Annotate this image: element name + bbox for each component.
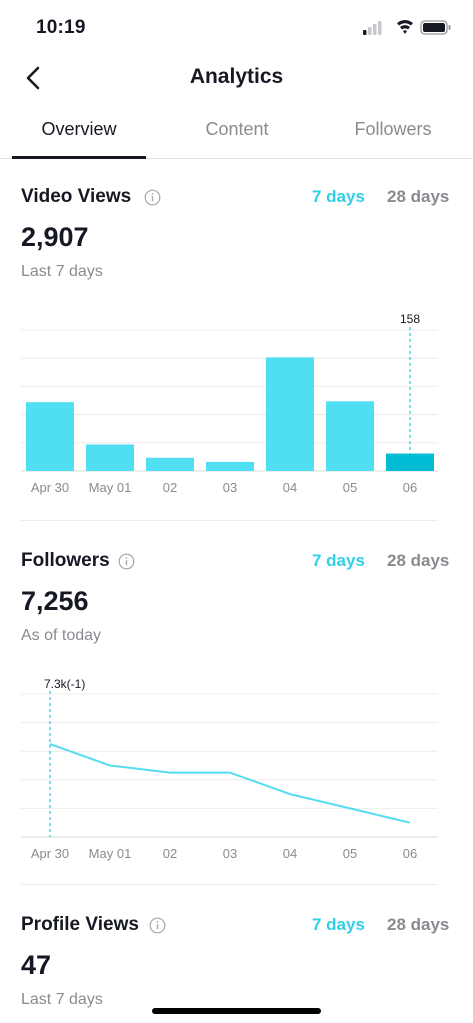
- battery-icon: [420, 20, 451, 35]
- followers-line-chart: Apr 30 May 01 02 03 04 05 06 7.3k(-1): [21, 677, 438, 861]
- video-views-bar-chart: Apr 30 May 01 02 03 04 05 06 158: [21, 312, 438, 495]
- page-title: Analytics: [189, 65, 284, 88]
- status-bar: 10:19: [0, 0, 473, 56]
- bar: [206, 461, 254, 471]
- x-tick-label: 02: [163, 846, 177, 861]
- x-tick-label: 05: [343, 480, 357, 495]
- video-views-title: Video Views: [21, 186, 132, 207]
- range-7-days[interactable]: 7 days: [312, 915, 365, 934]
- home-indicator: [152, 1008, 321, 1014]
- tab-content[interactable]: Content: [205, 119, 269, 139]
- x-tick-label: 02: [163, 480, 177, 495]
- video-views-section: Video Views 7 days 28 days 2,907 Last 7 …: [0, 186, 473, 516]
- x-tick-label: 06: [403, 480, 417, 495]
- info-icon[interactable]: [144, 189, 161, 206]
- signal-icon: [363, 21, 382, 35]
- status-time: 10:19: [36, 17, 86, 38]
- profile-views-section: Profile Views 7 days 28 days 47 Last 7 d…: [0, 914, 473, 1023]
- range-7-days[interactable]: 7 days: [312, 187, 365, 206]
- range-28-days[interactable]: 28 days: [387, 187, 450, 206]
- tooltip-label: 7.3k(-1): [44, 677, 85, 691]
- bar: [266, 357, 314, 471]
- profile-views-total: 47: [21, 950, 52, 980]
- tooltip-label: 158: [400, 312, 420, 326]
- video-views-period: Last 7 days: [21, 263, 103, 280]
- profile-views-period: Last 7 days: [21, 991, 103, 1008]
- followers-section: Followers 7 days 28 days 7,256 As of tod…: [0, 550, 473, 880]
- followers-series-line: [49, 743, 411, 824]
- bar: [26, 402, 74, 471]
- range-28-days[interactable]: 28 days: [387, 551, 450, 570]
- x-tick-label: Apr 30: [31, 846, 69, 861]
- chevron-left-icon: [26, 66, 40, 90]
- profile-views-title: Profile Views: [21, 914, 139, 935]
- range-7-days[interactable]: 7 days: [312, 551, 365, 570]
- back-button[interactable]: [18, 62, 50, 94]
- x-tick-label: 05: [343, 846, 357, 861]
- active-tab-indicator: [12, 156, 146, 159]
- x-tick-label: 04: [283, 846, 297, 861]
- wifi-icon: [397, 20, 413, 34]
- followers-period: As of today: [21, 627, 102, 644]
- info-icon[interactable]: [118, 553, 135, 570]
- nav-bar: Analytics: [0, 56, 473, 100]
- x-tick-label: Apr 30: [31, 480, 69, 495]
- followers-total: 7,256: [21, 586, 89, 616]
- bar: [86, 444, 134, 471]
- x-tick-label: May 01: [89, 480, 132, 495]
- followers-title: Followers: [21, 550, 110, 571]
- x-tick-label: 03: [223, 480, 237, 495]
- tab-overview[interactable]: Overview: [41, 119, 117, 139]
- bar: [326, 401, 374, 471]
- status-icons: [363, 19, 453, 39]
- x-tick-label: 03: [223, 846, 237, 861]
- bar: [386, 453, 434, 471]
- section-divider: [21, 884, 438, 885]
- section-divider: [21, 520, 438, 521]
- x-tick-label: 06: [403, 846, 417, 861]
- tab-bar: Overview Content Followers: [0, 108, 473, 159]
- x-tick-label: 04: [283, 480, 297, 495]
- bar: [146, 457, 194, 471]
- video-views-total: 2,907: [21, 222, 89, 252]
- tab-followers[interactable]: Followers: [354, 119, 432, 139]
- x-tick-label: May 01: [89, 846, 132, 861]
- range-28-days[interactable]: 28 days: [387, 915, 450, 934]
- info-icon[interactable]: [149, 917, 166, 934]
